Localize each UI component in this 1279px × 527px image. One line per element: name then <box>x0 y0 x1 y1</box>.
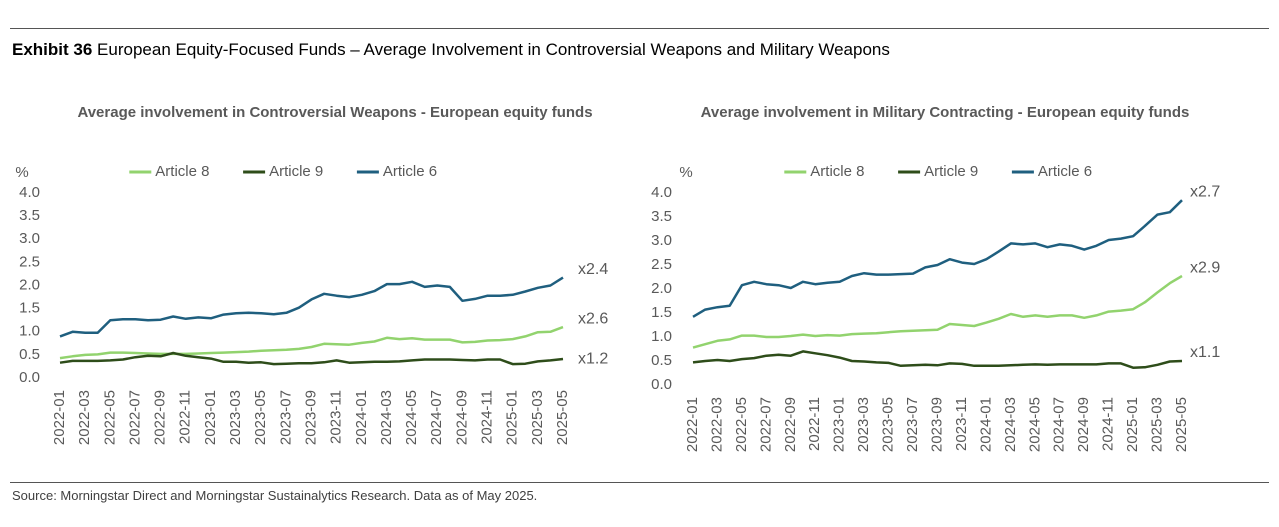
x-tick-label: 2022-01 <box>684 397 701 452</box>
x-tick-label: 2023-11 <box>328 390 345 444</box>
x-tick-label: 2024-07 <box>428 390 445 445</box>
series-annotation: x2.6 <box>578 310 608 327</box>
x-tick-label: 2023-09 <box>928 397 945 452</box>
source-note: Source: Morningstar Direct and Morningst… <box>12 488 538 503</box>
y-tick-label: 2.0 <box>651 280 672 297</box>
x-tick-label: 2023-01 <box>202 390 219 445</box>
series-line <box>692 199 1183 318</box>
x-tick-label: 2025-01 <box>504 390 521 445</box>
y-tick-label: 1.5 <box>19 300 40 317</box>
series-annotation: x1.2 <box>578 350 608 367</box>
x-tick-label: 2024-09 <box>453 390 470 445</box>
x-tick-label: 2025-01 <box>1124 397 1141 452</box>
x-tick-label: 2022-01 <box>51 390 68 445</box>
x-tick-label: 2023-05 <box>252 390 269 445</box>
series-annotation: x2.9 <box>1190 259 1220 276</box>
y-axis-label: % <box>15 164 28 181</box>
legend-label: Article 6 <box>1038 163 1092 180</box>
x-tick-label: 2025-05 <box>1173 397 1190 452</box>
legend-label: Article 9 <box>924 163 978 180</box>
y-tick-label: 1.5 <box>651 304 672 321</box>
y-tick-label: 3.0 <box>651 232 672 249</box>
x-tick-label: 2024-01 <box>977 397 994 452</box>
series-annotation: x2.7 <box>1190 183 1220 200</box>
x-tick-label: 2024-03 <box>1002 397 1019 452</box>
series-line <box>692 274 1183 349</box>
y-tick-label: 1.0 <box>19 323 40 340</box>
x-tick-label: 2024-03 <box>378 390 395 445</box>
x-tick-label: 2022-03 <box>708 397 725 452</box>
x-tick-label: 2022-07 <box>126 390 143 445</box>
series-annotation: x1.1 <box>1190 344 1220 361</box>
y-tick-label: 0.5 <box>19 346 40 363</box>
x-tick-label: 2022-07 <box>757 397 774 452</box>
x-tick-label: 2022-09 <box>782 397 799 452</box>
x-tick-label: 2024-11 <box>479 390 496 444</box>
x-tick-label: 2022-11 <box>177 390 194 444</box>
x-tick-label: 2023-03 <box>227 390 244 445</box>
x-tick-label: 2025-03 <box>529 390 546 445</box>
y-tick-label: 2.0 <box>19 276 40 293</box>
y-tick-label: 1.0 <box>651 328 672 345</box>
x-tick-label: 2023-05 <box>880 397 897 452</box>
x-tick-label: 2022-03 <box>76 390 93 445</box>
x-tick-label: 2022-11 <box>806 397 823 451</box>
x-tick-label: 2024-07 <box>1051 397 1068 452</box>
bottom-rule <box>10 482 1269 483</box>
x-tick-label: 2023-07 <box>277 390 294 445</box>
charts: Average involvement in Controversial Wea… <box>15 104 1220 452</box>
x-tick-label: 2024-05 <box>403 390 420 445</box>
legend-label: Article 8 <box>155 163 209 180</box>
x-tick-label: 2024-09 <box>1075 397 1092 452</box>
exhibit-header: Exhibit 36 European Equity-Focused Funds… <box>12 40 890 60</box>
x-tick-label: 2024-01 <box>353 390 370 445</box>
chart-title: Average involvement in Military Contract… <box>701 104 1190 121</box>
top-rule <box>10 28 1269 29</box>
x-tick-label: 2022-09 <box>152 390 169 445</box>
y-tick-label: 4.0 <box>19 184 40 201</box>
y-tick-label: 0.0 <box>651 376 672 393</box>
legend-label: Article 8 <box>810 163 864 180</box>
x-tick-label: 2023-09 <box>302 390 319 445</box>
x-tick-label: 2022-05 <box>101 390 118 445</box>
x-tick-label: 2023-01 <box>831 397 848 452</box>
y-tick-label: 0.5 <box>651 352 672 369</box>
y-axis-label: % <box>679 164 692 181</box>
x-tick-label: 2025-03 <box>1149 397 1166 452</box>
y-tick-label: 3.5 <box>19 207 40 224</box>
x-tick-label: 2023-03 <box>855 397 872 452</box>
legend-label: Article 9 <box>269 163 323 180</box>
series-annotation: x2.4 <box>578 261 608 278</box>
x-tick-label: 2023-07 <box>904 397 921 452</box>
y-tick-label: 3.0 <box>19 230 40 247</box>
exhibit-title: European Equity-Focused Funds – Average … <box>97 40 890 59</box>
exhibit-number: Exhibit 36 <box>12 40 93 59</box>
series-line <box>59 325 564 360</box>
y-tick-label: 4.0 <box>651 184 672 201</box>
y-tick-label: 3.5 <box>651 208 672 225</box>
x-tick-label: 2024-11 <box>1100 397 1117 451</box>
x-tick-label: 2022-05 <box>733 397 750 452</box>
y-tick-label: 2.5 <box>651 256 672 273</box>
x-tick-label: 2023-11 <box>953 397 970 451</box>
x-tick-label: 2024-05 <box>1026 397 1043 452</box>
y-tick-label: 0.0 <box>19 369 40 386</box>
series-line <box>59 276 564 338</box>
series-line <box>59 351 564 366</box>
legend-label: Article 6 <box>383 163 437 180</box>
y-tick-label: 2.5 <box>19 253 40 270</box>
x-tick-label: 2025-05 <box>554 390 571 445</box>
chart-title: Average involvement in Controversial Wea… <box>77 104 592 121</box>
series-line <box>692 350 1183 369</box>
